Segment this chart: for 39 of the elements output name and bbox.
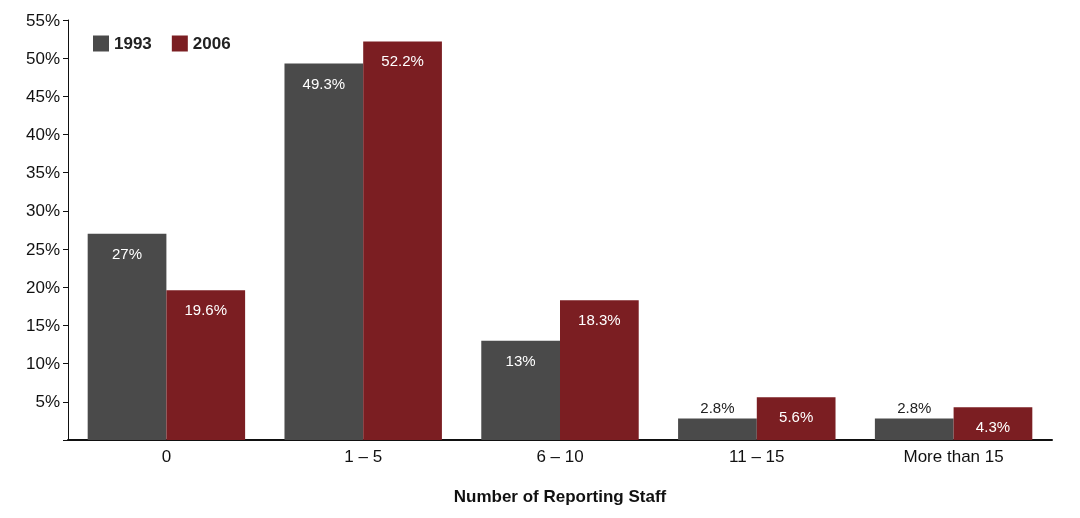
bar bbox=[874, 418, 954, 440]
data-label: 5.6% bbox=[779, 408, 814, 426]
y-tick-label: 40% bbox=[25, 125, 60, 145]
bar bbox=[87, 233, 167, 440]
x-tick-label: 1 – 5 bbox=[344, 447, 383, 466]
bar bbox=[481, 340, 560, 440]
y-tick-label: 5% bbox=[35, 392, 60, 412]
y-tick-label: 25% bbox=[25, 239, 60, 259]
x-tick-label: More than 15 bbox=[903, 447, 1004, 466]
legend-label: 1993 bbox=[114, 34, 152, 53]
data-label: 52.2% bbox=[381, 52, 424, 70]
bar bbox=[560, 300, 639, 440]
x-tick-label: 11 – 15 bbox=[729, 447, 785, 466]
y-tick-label: 20% bbox=[25, 277, 60, 297]
data-label: 4.3% bbox=[975, 418, 1011, 436]
bar bbox=[363, 41, 442, 440]
data-label: 2.8% bbox=[700, 398, 735, 416]
data-label: 18.3% bbox=[578, 311, 621, 329]
y-tick-label: 50% bbox=[25, 48, 60, 68]
data-label: 49.3% bbox=[302, 74, 346, 92]
x-tick-label: 0 bbox=[161, 447, 172, 466]
data-label: 19.6% bbox=[184, 301, 228, 319]
y-tick-label: 15% bbox=[25, 315, 60, 335]
y-tick-label: 10% bbox=[25, 354, 60, 374]
data-label: 2.8% bbox=[897, 398, 932, 416]
x-tick-label: 6 – 10 bbox=[536, 447, 584, 466]
data-label: 27% bbox=[112, 244, 143, 262]
bar bbox=[678, 418, 757, 440]
bar bbox=[166, 290, 246, 440]
y-tick-label: 35% bbox=[25, 163, 60, 183]
bar bbox=[953, 407, 1033, 440]
y-tick-label: 45% bbox=[25, 86, 60, 106]
legend-label: 2006 bbox=[192, 34, 231, 53]
bar bbox=[756, 397, 836, 440]
data-label: 13% bbox=[505, 351, 536, 369]
y-tick-label: 55% bbox=[25, 10, 60, 30]
y-tick-label: 30% bbox=[25, 201, 60, 221]
bar bbox=[284, 63, 364, 440]
x-axis-title: Number of Reporting Staff bbox=[453, 487, 667, 506]
